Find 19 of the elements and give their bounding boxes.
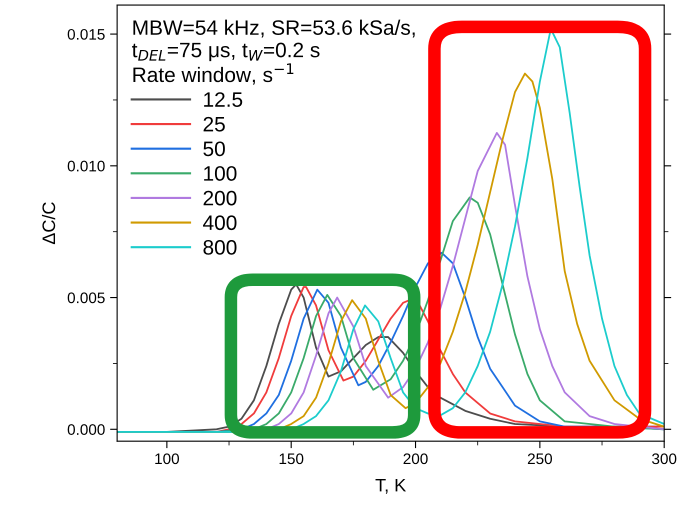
legend-label: 200 [204,190,236,206]
legend-title: MBW=54 kHz, SR=53.6 kSa/s, t$_{DEL}$=75 μs, t$_{W}$=0.2 s Rate window, s$^{−1}$ [132,20,415,85]
legend-label: 25 [204,116,225,132]
x-tick-label: 150 [280,453,304,464]
x-tick-label: 100 [155,453,180,464]
x-axis-title: T, K [376,478,406,494]
y-axis-title: ΔC/C [42,202,56,244]
x-tick-label: 250 [528,453,552,464]
legend-label: 50 [203,141,225,156]
legend-label: 800 [203,240,236,255]
x-tick-label: 300 [652,453,676,464]
legend-label: 400 [203,215,236,230]
legend-label: 12.5 [204,92,242,107]
y-tick-label: 0.000 [68,424,105,435]
y-tick-label: 0.015 [68,28,105,40]
x-tick-label: 200 [404,453,428,464]
legend-label: 100 [204,166,236,181]
y-tick-label: 0.005 [68,292,105,304]
y-tick-label: 0.010 [68,160,105,172]
